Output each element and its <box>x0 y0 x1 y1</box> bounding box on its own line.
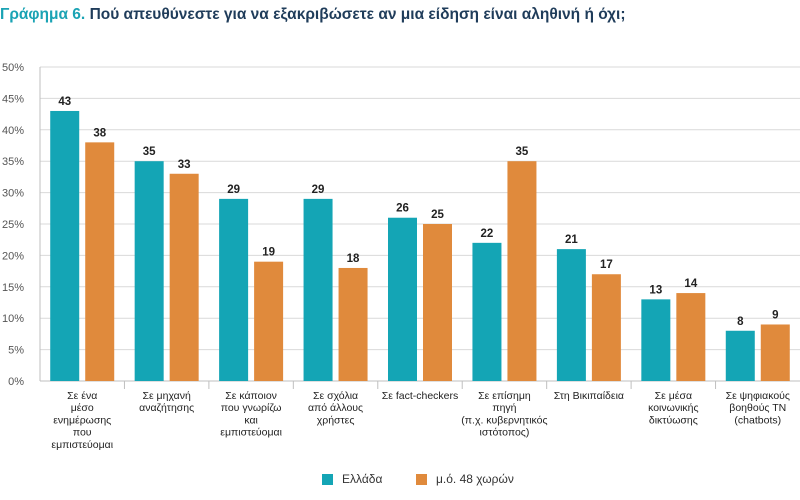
bar-greece <box>50 110 80 382</box>
x-category-label-line: δικτύωσης <box>649 414 698 426</box>
data-label: 25 <box>431 209 444 221</box>
legend-label-average: μ.ό. 48 χωρών <box>436 472 514 486</box>
x-category-label-line: κοινωνικής <box>648 402 698 414</box>
x-category-label-line: (π.χ. κυβερνητικός <box>461 414 547 426</box>
bar-average <box>85 142 115 381</box>
x-category-label: Σε ψηφιακούς βοηθούς ΤΝ (chatbots) <box>726 390 790 426</box>
data-label: 8 <box>737 316 744 328</box>
bar-average <box>169 173 199 381</box>
x-category-label-line: Σε σχόλια <box>313 390 358 402</box>
data-label: 26 <box>396 203 409 215</box>
bar-greece <box>725 330 755 381</box>
x-category-label-line: εμπιστεύομαι <box>220 427 282 439</box>
x-category-label-line: που γνωρίζω <box>221 402 282 414</box>
x-category-label-line: μέσο <box>71 402 94 414</box>
x-category-label-line: εμπιστεύομαι <box>51 439 113 451</box>
x-category-label: Στη Βικιπαίδεια <box>554 390 624 402</box>
x-category-label-line: ενημέρωσης <box>53 414 111 426</box>
x-category-label: Σε μηχανή αναζήτησης <box>139 390 194 414</box>
x-category-label: Σε ένα μέσο ενημέρωσης που εμπιστεύομαι <box>51 390 113 451</box>
x-category-label: Σε κάποιον που γνωρίζω και εμπιστεύομαι <box>220 390 282 439</box>
data-label: 33 <box>178 159 191 171</box>
x-category-label-line: και <box>244 414 258 426</box>
x-category-label-line: Στη Βικιπαίδεια <box>554 390 624 402</box>
x-category-label-line: Σε επίσημη <box>478 390 531 402</box>
chart-title: Γράφημα 6. Πού απευθύνεστε για να εξακρι… <box>0 6 800 24</box>
data-label: 19 <box>262 247 275 259</box>
bar-greece <box>134 161 164 381</box>
y-tick-label: 0% <box>8 376 24 388</box>
x-category-label: Σε σχόλια από άλλους χρήστες <box>308 390 363 426</box>
bar-greece <box>641 299 671 381</box>
x-category-label-line: Σε μηχανή <box>142 390 191 402</box>
chart-legend: Ελλάδα μ.ό. 48 χωρών <box>0 472 800 490</box>
x-category-label: Σε fact-checkers <box>382 390 459 402</box>
chart-title-text: Πού απευθύνεστε για να εξακριβώσετε αν μ… <box>89 6 626 23</box>
x-category-label-line: Σε ένα <box>67 390 97 402</box>
bar-average <box>423 224 452 381</box>
legend-label-greece: Ελλάδα <box>342 472 383 486</box>
data-label: 35 <box>516 146 529 158</box>
x-category-label-line: πηγή <box>492 402 516 414</box>
bar-greece <box>303 198 333 381</box>
y-tick-label: 45% <box>2 93 24 105</box>
x-category-label-line: Σε ψηφιακούς <box>726 390 790 402</box>
data-label: 43 <box>58 96 71 108</box>
x-category-label-line: βοηθούς ΤΝ <box>729 402 786 414</box>
data-label: 21 <box>565 234 578 246</box>
legend-item-greece: Ελλάδα <box>322 472 382 486</box>
chart-title-prefix: Γράφημα 6. <box>0 6 86 23</box>
x-category-label-line: που <box>73 427 92 439</box>
data-label: 29 <box>312 184 325 196</box>
y-tick-label: 35% <box>2 156 24 168</box>
x-category-label: Σε μέσα κοινωνικής δικτύωσης <box>648 390 698 426</box>
bar-chart: 0% 5% 10% 15% 20% 25% 30% 35% 40% 45% 50% 43 38 Σε έν… <box>2 62 800 451</box>
bar-greece <box>472 242 502 381</box>
bar-greece <box>388 217 417 381</box>
data-label: 38 <box>93 127 106 139</box>
x-category-label-line: (chatbots) <box>734 414 781 426</box>
bar-average <box>507 161 537 381</box>
legend-swatch-average <box>416 473 427 485</box>
legend-swatch-greece <box>322 473 333 485</box>
x-category-label-line: Σε μέσα <box>655 390 692 402</box>
y-tick-label: 5% <box>8 345 24 357</box>
y-tick-label: 30% <box>2 188 24 200</box>
x-category-label: Σε επίσημη πηγή (π.χ. κυβερνητικός ιστότοπο… <box>461 390 547 439</box>
data-label: 35 <box>143 146 156 158</box>
bar-average <box>760 324 790 381</box>
data-label: 22 <box>481 228 494 240</box>
y-tick-label: 50% <box>2 62 24 74</box>
x-category-label-line: ιστότοπος) <box>480 427 530 439</box>
y-tick-label: 15% <box>2 282 24 294</box>
x-category-label-line: Σε κάποιον <box>225 390 277 402</box>
data-label: 14 <box>684 278 697 290</box>
x-category-label-line: Σε fact-checkers <box>382 390 459 402</box>
bar-average <box>254 261 284 381</box>
data-label: 13 <box>649 284 662 296</box>
data-label: 29 <box>227 184 240 196</box>
x-category-label-line: αναζήτησης <box>139 402 194 414</box>
y-tick-label: 10% <box>2 313 24 325</box>
data-label: 9 <box>772 309 778 321</box>
data-label: 18 <box>347 253 360 265</box>
y-tick-label: 40% <box>2 125 24 137</box>
legend-item-average: μ.ό. 48 χωρών <box>416 472 514 486</box>
y-tick-label: 20% <box>2 250 24 262</box>
bar-average <box>591 274 621 381</box>
bar-greece <box>556 249 586 381</box>
x-category-label-line: χρήστες <box>317 414 355 426</box>
data-label: 17 <box>600 259 613 271</box>
y-tick-label: 25% <box>2 219 24 231</box>
x-category-label-line: από άλλους <box>308 402 363 414</box>
bar-average <box>338 267 368 381</box>
bar-average <box>676 293 706 381</box>
bar-greece <box>219 198 249 381</box>
